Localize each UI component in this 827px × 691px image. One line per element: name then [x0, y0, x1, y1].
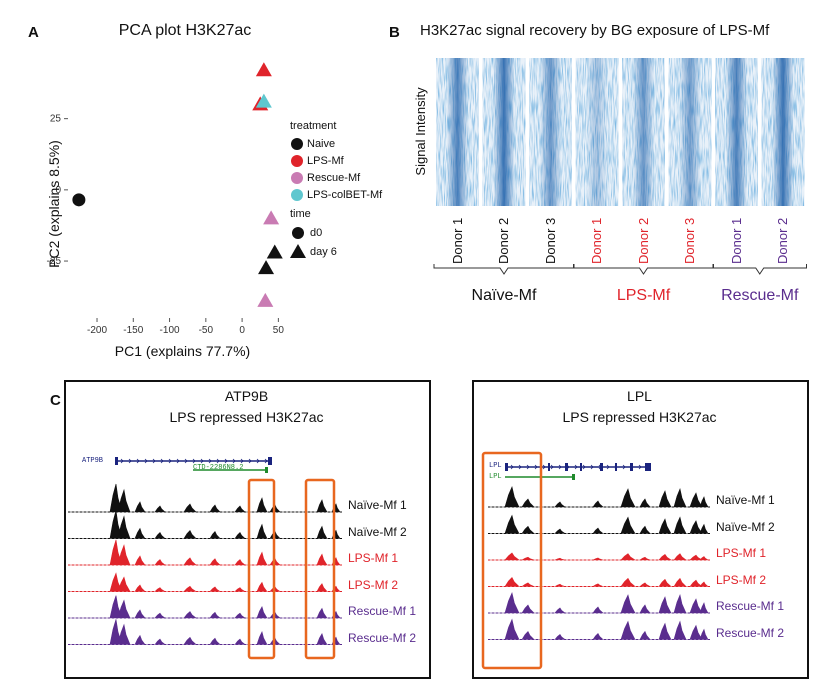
- track-label: Rescue-Mf 1: [716, 599, 785, 613]
- signal-track: [68, 595, 342, 619]
- track-label: Rescue-Mf 1: [348, 604, 417, 618]
- heatmap-column: [622, 58, 665, 206]
- gene-model: [115, 457, 272, 473]
- heatmap-column: [482, 58, 526, 206]
- panel-c-gene: ATP9B: [224, 388, 269, 404]
- gene-model: [505, 463, 651, 480]
- panel-a-title: PCA plot H3K27ac: [118, 22, 252, 39]
- legend-treatment-label: LPS-colBET-Mf: [307, 189, 383, 201]
- legend-time-label: day 6: [310, 246, 337, 258]
- pca-xtick-label: -50: [199, 325, 214, 336]
- legend-treatment-title: treatment: [290, 120, 337, 132]
- legend-treatment-label: Naive: [307, 138, 336, 150]
- panel-d-gene-track-label: LPL: [489, 462, 502, 470]
- pca-point: [258, 260, 275, 275]
- panel-c-subtitle: LPS repressed H3K27ac: [169, 409, 324, 425]
- pca-xtick-label: -150: [123, 325, 143, 336]
- highlight-box: [481, 451, 543, 670]
- heatmap-column: [668, 58, 712, 206]
- legend-treatment-swatch: [291, 138, 303, 150]
- legend-treatment-swatch: [291, 189, 303, 201]
- legend-treatment-swatch: [291, 172, 303, 184]
- signal-track: [68, 510, 342, 539]
- legend-treatment-swatch: [291, 155, 303, 167]
- legend-time-swatch: [292, 227, 304, 239]
- pca-xlabel: PC1 (explains 77.7%): [114, 343, 251, 359]
- heatmap-column: [761, 58, 805, 206]
- highlight-box: [247, 478, 276, 660]
- group-brace: [712, 264, 807, 275]
- panel-d-gene: LPL: [627, 388, 652, 404]
- pca-points: [72, 62, 283, 307]
- heatmap-column: [529, 58, 572, 206]
- pca-xtick-label: -200: [87, 325, 107, 336]
- panel-d-subtitle: LPS repressed H3K27ac: [562, 409, 717, 425]
- heatmap-column: [436, 58, 479, 206]
- pca-chart: -200 -150 -100 -50 0 50 25 0 -25: [47, 62, 285, 336]
- track-label: LPS-Mf 2: [348, 577, 399, 592]
- track-label: Rescue-Mf 2: [716, 625, 785, 640]
- signal-track: [68, 483, 342, 513]
- signal-track: [488, 592, 710, 614]
- group-label: Naïve-Mf: [471, 287, 537, 304]
- panel-b-title: H3K27ac signal recovery by BG exposure o…: [420, 22, 770, 39]
- pca-legend: treatment Naive LPS-Mf Rescue-Mf LPS-colBET…: [288, 118, 388, 268]
- track-label: Naïve-Mf 2: [348, 524, 407, 539]
- track-label: Rescue-Mf 2: [348, 630, 417, 645]
- track-label: LPS-Mf 1: [716, 546, 767, 560]
- group-label: Rescue-Mf: [721, 287, 799, 304]
- pca-point: [255, 62, 272, 77]
- panel-b-letter: B: [389, 24, 400, 41]
- pca-point: [72, 193, 86, 207]
- heatmap-column: [715, 58, 758, 206]
- pca-ytick-label: -25: [47, 256, 62, 267]
- legend-treatment-label: LPS-Mf: [307, 155, 344, 167]
- pca-ytick-label: 0: [55, 185, 61, 196]
- pca-point: [263, 210, 280, 225]
- track-label: Naïve-Mf 2: [716, 519, 775, 534]
- group-label: LPS-Mf: [616, 287, 671, 304]
- pca-xtick-label: 0: [239, 325, 245, 336]
- panel-c-letter: C: [50, 392, 61, 409]
- signal-track: [68, 572, 342, 592]
- signal-track: [488, 576, 710, 587]
- pca-point: [266, 244, 283, 259]
- pca-point: [257, 292, 274, 307]
- track-label: Naïve-Mf 1: [348, 498, 407, 512]
- signal-track: [488, 486, 710, 508]
- pca-ytick-label: 25: [50, 114, 62, 125]
- panel-a-letter: A: [28, 24, 39, 41]
- track-label: LPS-Mf 1: [348, 551, 399, 565]
- signal-track: [488, 514, 710, 534]
- signal-track: [488, 552, 710, 561]
- track-label: LPS-Mf 2: [716, 572, 767, 587]
- legend-time-title: time: [290, 208, 311, 220]
- signal-track: [68, 619, 342, 645]
- track-label: Naïve-Mf 1: [716, 493, 775, 507]
- panel-d-gene-track2-label: LPL: [489, 473, 502, 481]
- panel-c-gene-track-label: ATP9B: [82, 457, 104, 465]
- legend-treatment-label: Rescue-Mf: [307, 172, 361, 184]
- pca-axes: -200 -150 -100 -50 0 50 25 0 -25: [47, 114, 285, 336]
- panel-c-gene-track2-label: CTD-2286N8.2: [193, 464, 244, 472]
- legend-time-swatch: [290, 244, 306, 258]
- signal-track: [488, 618, 710, 640]
- heatmap-area: [433, 58, 807, 275]
- heatmap-column: [575, 58, 619, 206]
- pca-point: [255, 93, 272, 108]
- legend-time-label: d0: [310, 227, 323, 239]
- pca-xtick-label: 50: [273, 325, 285, 336]
- pca-xtick-label: -100: [160, 325, 180, 336]
- signal-track: [68, 539, 342, 566]
- highlight-box: [304, 478, 336, 660]
